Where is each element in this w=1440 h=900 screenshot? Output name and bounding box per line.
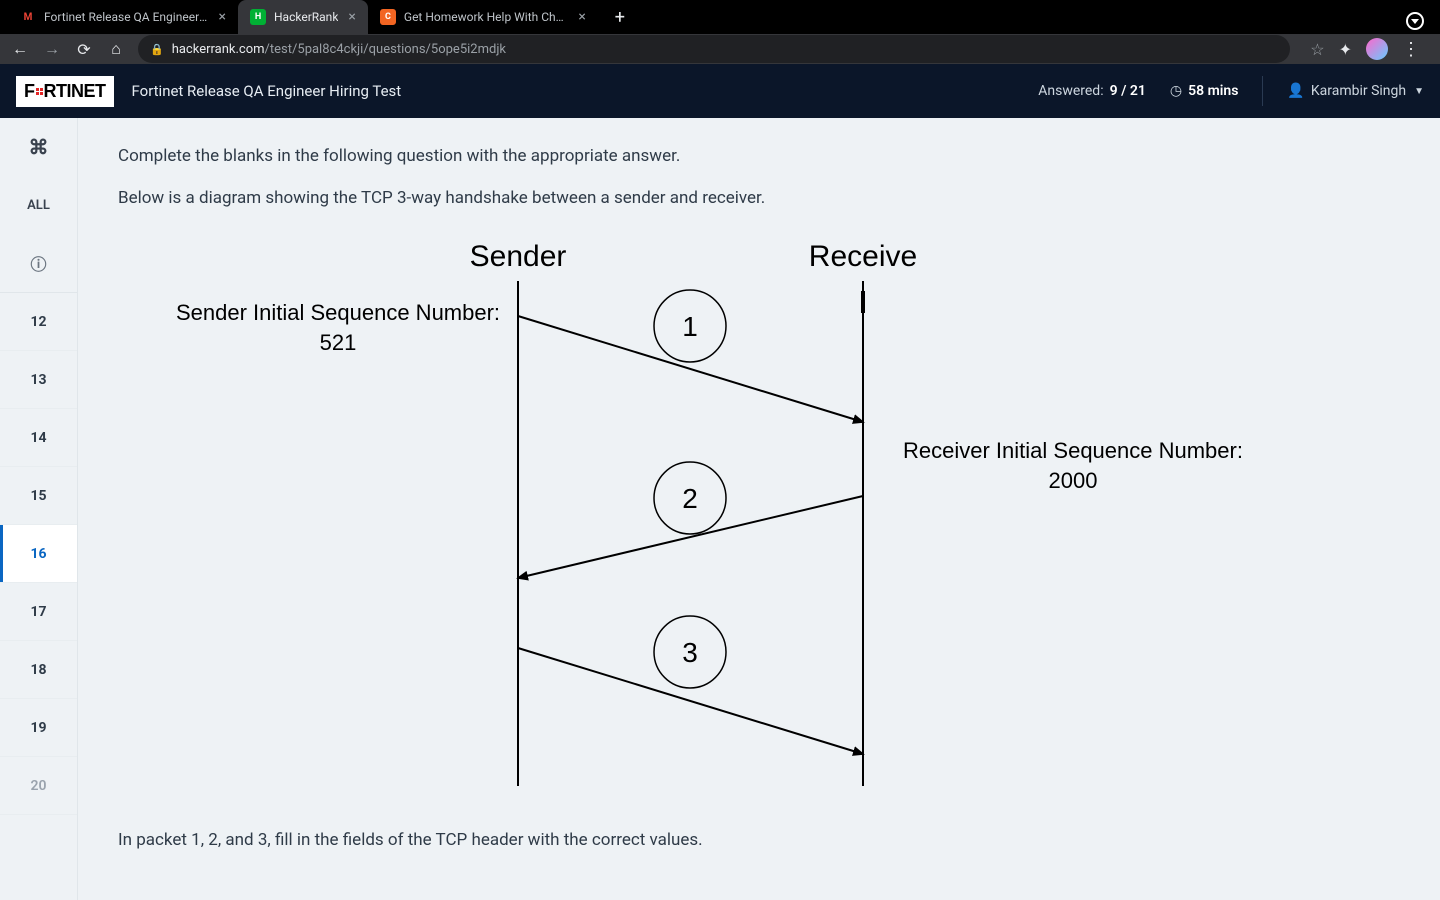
browser-tab[interactable]: H HackerRank × xyxy=(238,0,368,34)
url-domain: hackerrank.com xyxy=(172,42,265,57)
question-intro-2: Below is a diagram showing the TCP 3-way… xyxy=(118,188,1400,208)
sender-isn-value: 521 xyxy=(320,330,357,355)
receiver-isn-label: Receiver Initial Sequence Number: xyxy=(903,438,1243,463)
profile-avatar[interactable] xyxy=(1366,38,1388,60)
command-icon[interactable]: ⌘ xyxy=(0,118,77,176)
lock-icon: 🔒 xyxy=(150,43,164,56)
menu-icon[interactable]: ⋮ xyxy=(1402,39,1422,60)
close-icon[interactable]: × xyxy=(219,9,226,25)
sidebar-all[interactable]: ALL xyxy=(0,176,77,234)
time-remaining: ◷ 58 mins xyxy=(1170,83,1239,99)
sidebar-question-19[interactable]: 19 xyxy=(0,699,77,757)
extensions-icon[interactable]: ✦ xyxy=(1339,40,1352,59)
browser-tab[interactable]: M Fortinet Release QA Engineer H × xyxy=(8,0,238,34)
close-icon[interactable]: × xyxy=(348,9,355,25)
receiver-label: Receive xyxy=(809,240,917,273)
url-path: /test/5pal8c4ckji/questions/5ope5i2mdjk xyxy=(265,42,506,57)
browser-tabstrip: M Fortinet Release QA Engineer H × H Hac… xyxy=(0,0,1440,34)
home-button[interactable]: ⌂ xyxy=(106,39,126,59)
clock-icon: ◷ xyxy=(1170,83,1182,99)
hackerrank-icon: H xyxy=(250,9,266,25)
browser-toolbar: ← → ⟳ ⌂ 🔒 hackerrank.com/test/5pal8c4ckj… xyxy=(0,34,1440,64)
time-value: 58 mins xyxy=(1188,83,1238,99)
gmail-icon: M xyxy=(20,9,36,25)
sidebar-question-17[interactable]: 17 xyxy=(0,583,77,641)
answered-value: 9 / 21 xyxy=(1110,83,1146,99)
diagram-svg: Sender Receive Sender Initial Sequence Num… xyxy=(118,226,1298,806)
divider xyxy=(1262,76,1263,106)
question-intro-1: Complete the blanks in the following que… xyxy=(118,146,1400,166)
page: F RTINET Fortinet Release QA Engineer Hi… xyxy=(0,64,1440,900)
chegg-icon: C xyxy=(380,9,396,25)
close-icon[interactable]: × xyxy=(578,9,585,25)
sidebar-question-20[interactable]: 20 xyxy=(0,757,77,815)
tab-title: Fortinet Release QA Engineer H xyxy=(44,10,209,24)
tcp-handshake-diagram: Sender Receive Sender Initial Sequence Num… xyxy=(118,226,1400,806)
logo-dots-icon xyxy=(36,88,43,95)
forward-button[interactable]: → xyxy=(42,39,62,59)
answered-label: Answered: xyxy=(1038,83,1103,99)
sidebar-question-13[interactable]: 13 xyxy=(0,351,77,409)
user-menu[interactable]: 👤 Karambir Singh ▼ xyxy=(1287,83,1424,99)
packet-number-2: 2 xyxy=(682,483,698,514)
question-content: Complete the blanks in the following que… xyxy=(78,118,1440,900)
question-intro-3: In packet 1, 2, and 3, fill in the field… xyxy=(118,830,1400,850)
sidebar-question-15[interactable]: 15 xyxy=(0,467,77,525)
tab-title: Get Homework Help With Cheg xyxy=(404,10,569,24)
new-tab-button[interactable]: + xyxy=(606,3,634,31)
packet-number-3: 3 xyxy=(682,637,698,668)
logo-text: RTINET xyxy=(44,81,106,102)
user-name: Karambir Singh xyxy=(1311,83,1406,99)
user-icon: 👤 xyxy=(1287,83,1304,99)
sidebar-question-18[interactable]: 18 xyxy=(0,641,77,699)
sender-isn-label: Sender Initial Sequence Number: xyxy=(176,300,500,325)
sidebar-question-14[interactable]: 14 xyxy=(0,409,77,467)
sidebar-question-16[interactable]: 16 xyxy=(0,525,77,583)
window-control-icon[interactable] xyxy=(1406,12,1424,30)
back-button[interactable]: ← xyxy=(10,39,30,59)
test-header: F RTINET Fortinet Release QA Engineer Hi… xyxy=(0,64,1440,118)
info-icon[interactable]: ⓘ xyxy=(0,234,77,292)
receiver-isn-value: 2000 xyxy=(1049,468,1098,493)
sender-label: Sender xyxy=(470,240,567,273)
browser-tab[interactable]: C Get Homework Help With Cheg × xyxy=(368,0,598,34)
tab-title: HackerRank xyxy=(274,10,338,24)
question-sidebar: ⌘ ALL ⓘ 121314151617181920 xyxy=(0,118,78,900)
chevron-down-icon: ▼ xyxy=(1414,86,1424,97)
reload-button[interactable]: ⟳ xyxy=(74,40,94,59)
logo-text: F xyxy=(24,81,35,102)
test-title: Fortinet Release QA Engineer Hiring Test xyxy=(132,82,402,100)
packet-number-1: 1 xyxy=(682,311,698,342)
bookmark-icon[interactable]: ☆ xyxy=(1310,40,1324,59)
sidebar-question-12[interactable]: 12 xyxy=(0,293,77,351)
address-bar[interactable]: 🔒 hackerrank.com/test/5pal8c4ckji/questi… xyxy=(138,35,1290,63)
answered-status: Answered: 9 / 21 xyxy=(1038,83,1146,99)
fortinet-logo: F RTINET xyxy=(16,76,114,107)
